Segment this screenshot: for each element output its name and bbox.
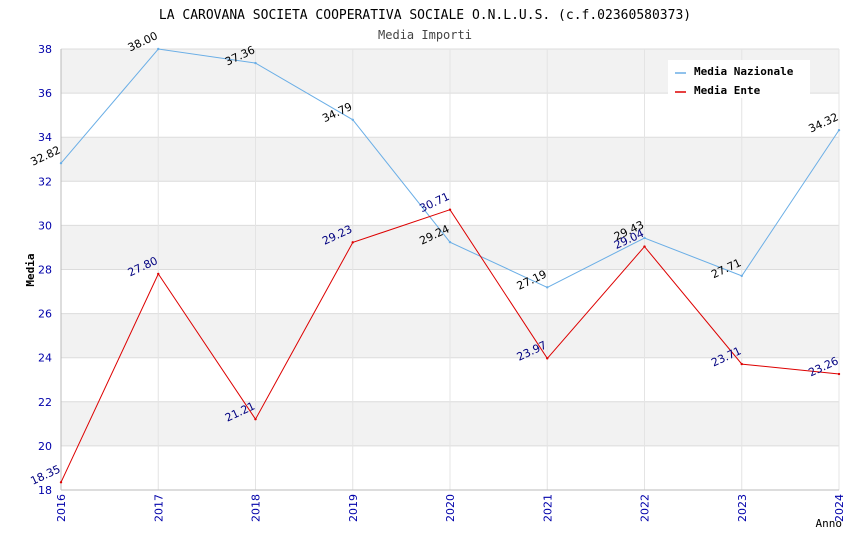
data-point xyxy=(254,418,257,421)
data-point xyxy=(546,357,549,360)
data-point xyxy=(643,236,646,240)
data-point xyxy=(59,162,63,165)
data-point xyxy=(643,245,646,248)
chart-subtitle: Media Importi xyxy=(378,28,472,42)
x-tick-label: 2017 xyxy=(152,494,165,522)
y-tick-label: 34 xyxy=(38,131,52,144)
x-tick-label: 2018 xyxy=(250,494,263,522)
x-tick-labels: 2016 2017 2018 2019 2020 2021 2022 2023 2024 xyxy=(55,494,846,522)
x-axis-label: Anno xyxy=(816,517,843,530)
legend-box xyxy=(668,60,810,98)
data-point xyxy=(448,208,452,211)
data-point xyxy=(546,286,549,289)
data-point xyxy=(448,240,452,244)
y-axis-label: Media xyxy=(24,253,37,286)
y-tick-label: 22 xyxy=(38,396,52,409)
data-point xyxy=(837,128,841,132)
y-tick-label: 20 xyxy=(38,440,52,453)
data-point xyxy=(351,118,354,121)
y-tick-label: 26 xyxy=(38,308,52,321)
x-tick-label: 2024 xyxy=(833,494,846,522)
chart-title: LA CAROVANA SOCIETA COOPERATIVA SOCIALE … xyxy=(159,8,691,23)
x-tick-label: 2020 xyxy=(444,494,457,522)
data-point xyxy=(157,272,160,276)
x-tick-label: 2022 xyxy=(639,494,652,522)
y-tick-label: 28 xyxy=(38,264,52,277)
y-tick-label: 36 xyxy=(38,87,52,100)
data-point xyxy=(351,241,354,244)
x-tick-label: 2021 xyxy=(541,494,554,522)
series-lines xyxy=(59,47,841,484)
legend-label-media-ente: Media Ente xyxy=(694,84,761,97)
x-tick-label: 2023 xyxy=(736,494,749,522)
x-tick-label: 2016 xyxy=(55,494,68,522)
axes xyxy=(60,49,839,491)
legend-label-media-nazionale: Media Nazionale xyxy=(694,65,794,78)
data-point xyxy=(837,372,841,376)
data-point xyxy=(740,274,743,278)
y-tick-label: 18 xyxy=(38,484,52,497)
data-point xyxy=(59,481,63,484)
legend: Media Nazionale Media Ente xyxy=(668,60,810,98)
y-tick-label: 32 xyxy=(38,175,52,188)
y-tick-label: 30 xyxy=(38,219,52,232)
data-point xyxy=(254,61,257,65)
data-label: 32.82 xyxy=(28,143,62,168)
y-tick-labels: 18 20 22 24 26 28 30 32 34 36 38 xyxy=(38,43,52,497)
x-tick-label: 2019 xyxy=(347,494,360,522)
y-tick-label: 38 xyxy=(38,43,52,56)
data-point xyxy=(740,362,743,366)
y-tick-label: 24 xyxy=(38,352,52,365)
data-point xyxy=(157,47,160,51)
